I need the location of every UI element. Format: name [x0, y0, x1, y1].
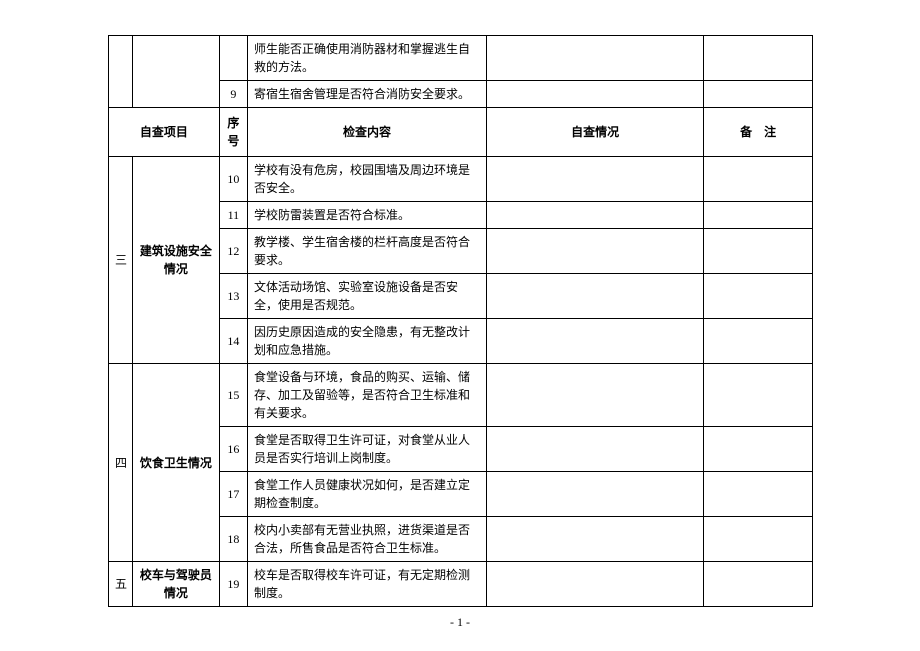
row-seq: 14: [219, 319, 247, 364]
document-page: 师生能否正确使用消防器材和掌握逃生自救的方法。9寄宿生宿舍管理是否符合消防安全要…: [108, 35, 813, 607]
row-seq: 18: [219, 517, 247, 562]
header-seq: 序号: [219, 108, 247, 157]
row-seq: 13: [219, 274, 247, 319]
row-note: [704, 274, 813, 319]
page-number: - 1 -: [0, 615, 920, 630]
row-self: [487, 274, 704, 319]
section-index: 三: [109, 157, 133, 364]
section-category: 建筑设施安全情况: [132, 157, 219, 364]
table-row: 四饮食卫生情况15食堂设备与环境，食品的购买、运输、储存、加工及留验等，是否符合…: [109, 364, 813, 427]
row-seq: 16: [219, 427, 247, 472]
section-category: 校车与驾驶员情况: [132, 562, 219, 607]
row-note: [704, 517, 813, 562]
row-seq: 11: [219, 202, 247, 229]
row-note: [704, 36, 813, 81]
inspection-table: 师生能否正确使用消防器材和掌握逃生自救的方法。9寄宿生宿舍管理是否符合消防安全要…: [108, 35, 813, 607]
row-seq: 9: [219, 81, 247, 108]
row-content: 食堂工作人员健康状况如何，是否建立定期检查制度。: [248, 472, 487, 517]
table-row: 师生能否正确使用消防器材和掌握逃生自救的方法。: [109, 36, 813, 81]
row-content: 教学楼、学生宿舍楼的栏杆高度是否符合要求。: [248, 229, 487, 274]
row-self: [487, 562, 704, 607]
row-content: 学校防雷装置是否符合标准。: [248, 202, 487, 229]
row-self: [487, 319, 704, 364]
row-seq: 17: [219, 472, 247, 517]
section-index: [109, 36, 133, 108]
row-seq: 19: [219, 562, 247, 607]
row-content: 学校有没有危房，校园围墙及周边环境是否安全。: [248, 157, 487, 202]
section-index: 四: [109, 364, 133, 562]
row-content: 校车是否取得校车许可证，有无定期检测制度。: [248, 562, 487, 607]
header-note: 备 注: [704, 108, 813, 157]
row-self: [487, 517, 704, 562]
row-content: 食堂是否取得卫生许可证，对食堂从业人员是否实行培训上岗制度。: [248, 427, 487, 472]
row-self: [487, 36, 704, 81]
row-note: [704, 81, 813, 108]
row-note: [704, 427, 813, 472]
row-note: [704, 562, 813, 607]
row-note: [704, 364, 813, 427]
row-self: [487, 157, 704, 202]
row-seq: 15: [219, 364, 247, 427]
table-header-row: 自查项目序号检查内容自查情况备 注: [109, 108, 813, 157]
table-row: 三建筑设施安全情况10学校有没有危房，校园围墙及周边环境是否安全。: [109, 157, 813, 202]
row-content: 因历史原因造成的安全隐患，有无整改计划和应急措施。: [248, 319, 487, 364]
row-content: 师生能否正确使用消防器材和掌握逃生自救的方法。: [248, 36, 487, 81]
row-self: [487, 427, 704, 472]
row-seq: 10: [219, 157, 247, 202]
section-category: [132, 36, 219, 108]
row-content: 文体活动场馆、实验室设施设备是否安全，使用是否规范。: [248, 274, 487, 319]
row-self: [487, 364, 704, 427]
row-self: [487, 472, 704, 517]
header-category: 自查项目: [109, 108, 220, 157]
row-self: [487, 202, 704, 229]
row-content: 校内小卖部有无营业执照，进货渠道是否合法，所售食品是否符合卫生标准。: [248, 517, 487, 562]
row-seq: 12: [219, 229, 247, 274]
section-category: 饮食卫生情况: [132, 364, 219, 562]
table-row: 五校车与驾驶员情况19校车是否取得校车许可证，有无定期检测制度。: [109, 562, 813, 607]
row-self: [487, 229, 704, 274]
header-content: 检查内容: [248, 108, 487, 157]
row-self: [487, 81, 704, 108]
row-note: [704, 157, 813, 202]
row-note: [704, 229, 813, 274]
row-note: [704, 202, 813, 229]
row-content: 食堂设备与环境，食品的购买、运输、储存、加工及留验等，是否符合卫生标准和有关要求…: [248, 364, 487, 427]
row-content: 寄宿生宿舍管理是否符合消防安全要求。: [248, 81, 487, 108]
header-self: 自查情况: [487, 108, 704, 157]
row-note: [704, 319, 813, 364]
section-index: 五: [109, 562, 133, 607]
row-note: [704, 472, 813, 517]
row-seq: [219, 36, 247, 81]
